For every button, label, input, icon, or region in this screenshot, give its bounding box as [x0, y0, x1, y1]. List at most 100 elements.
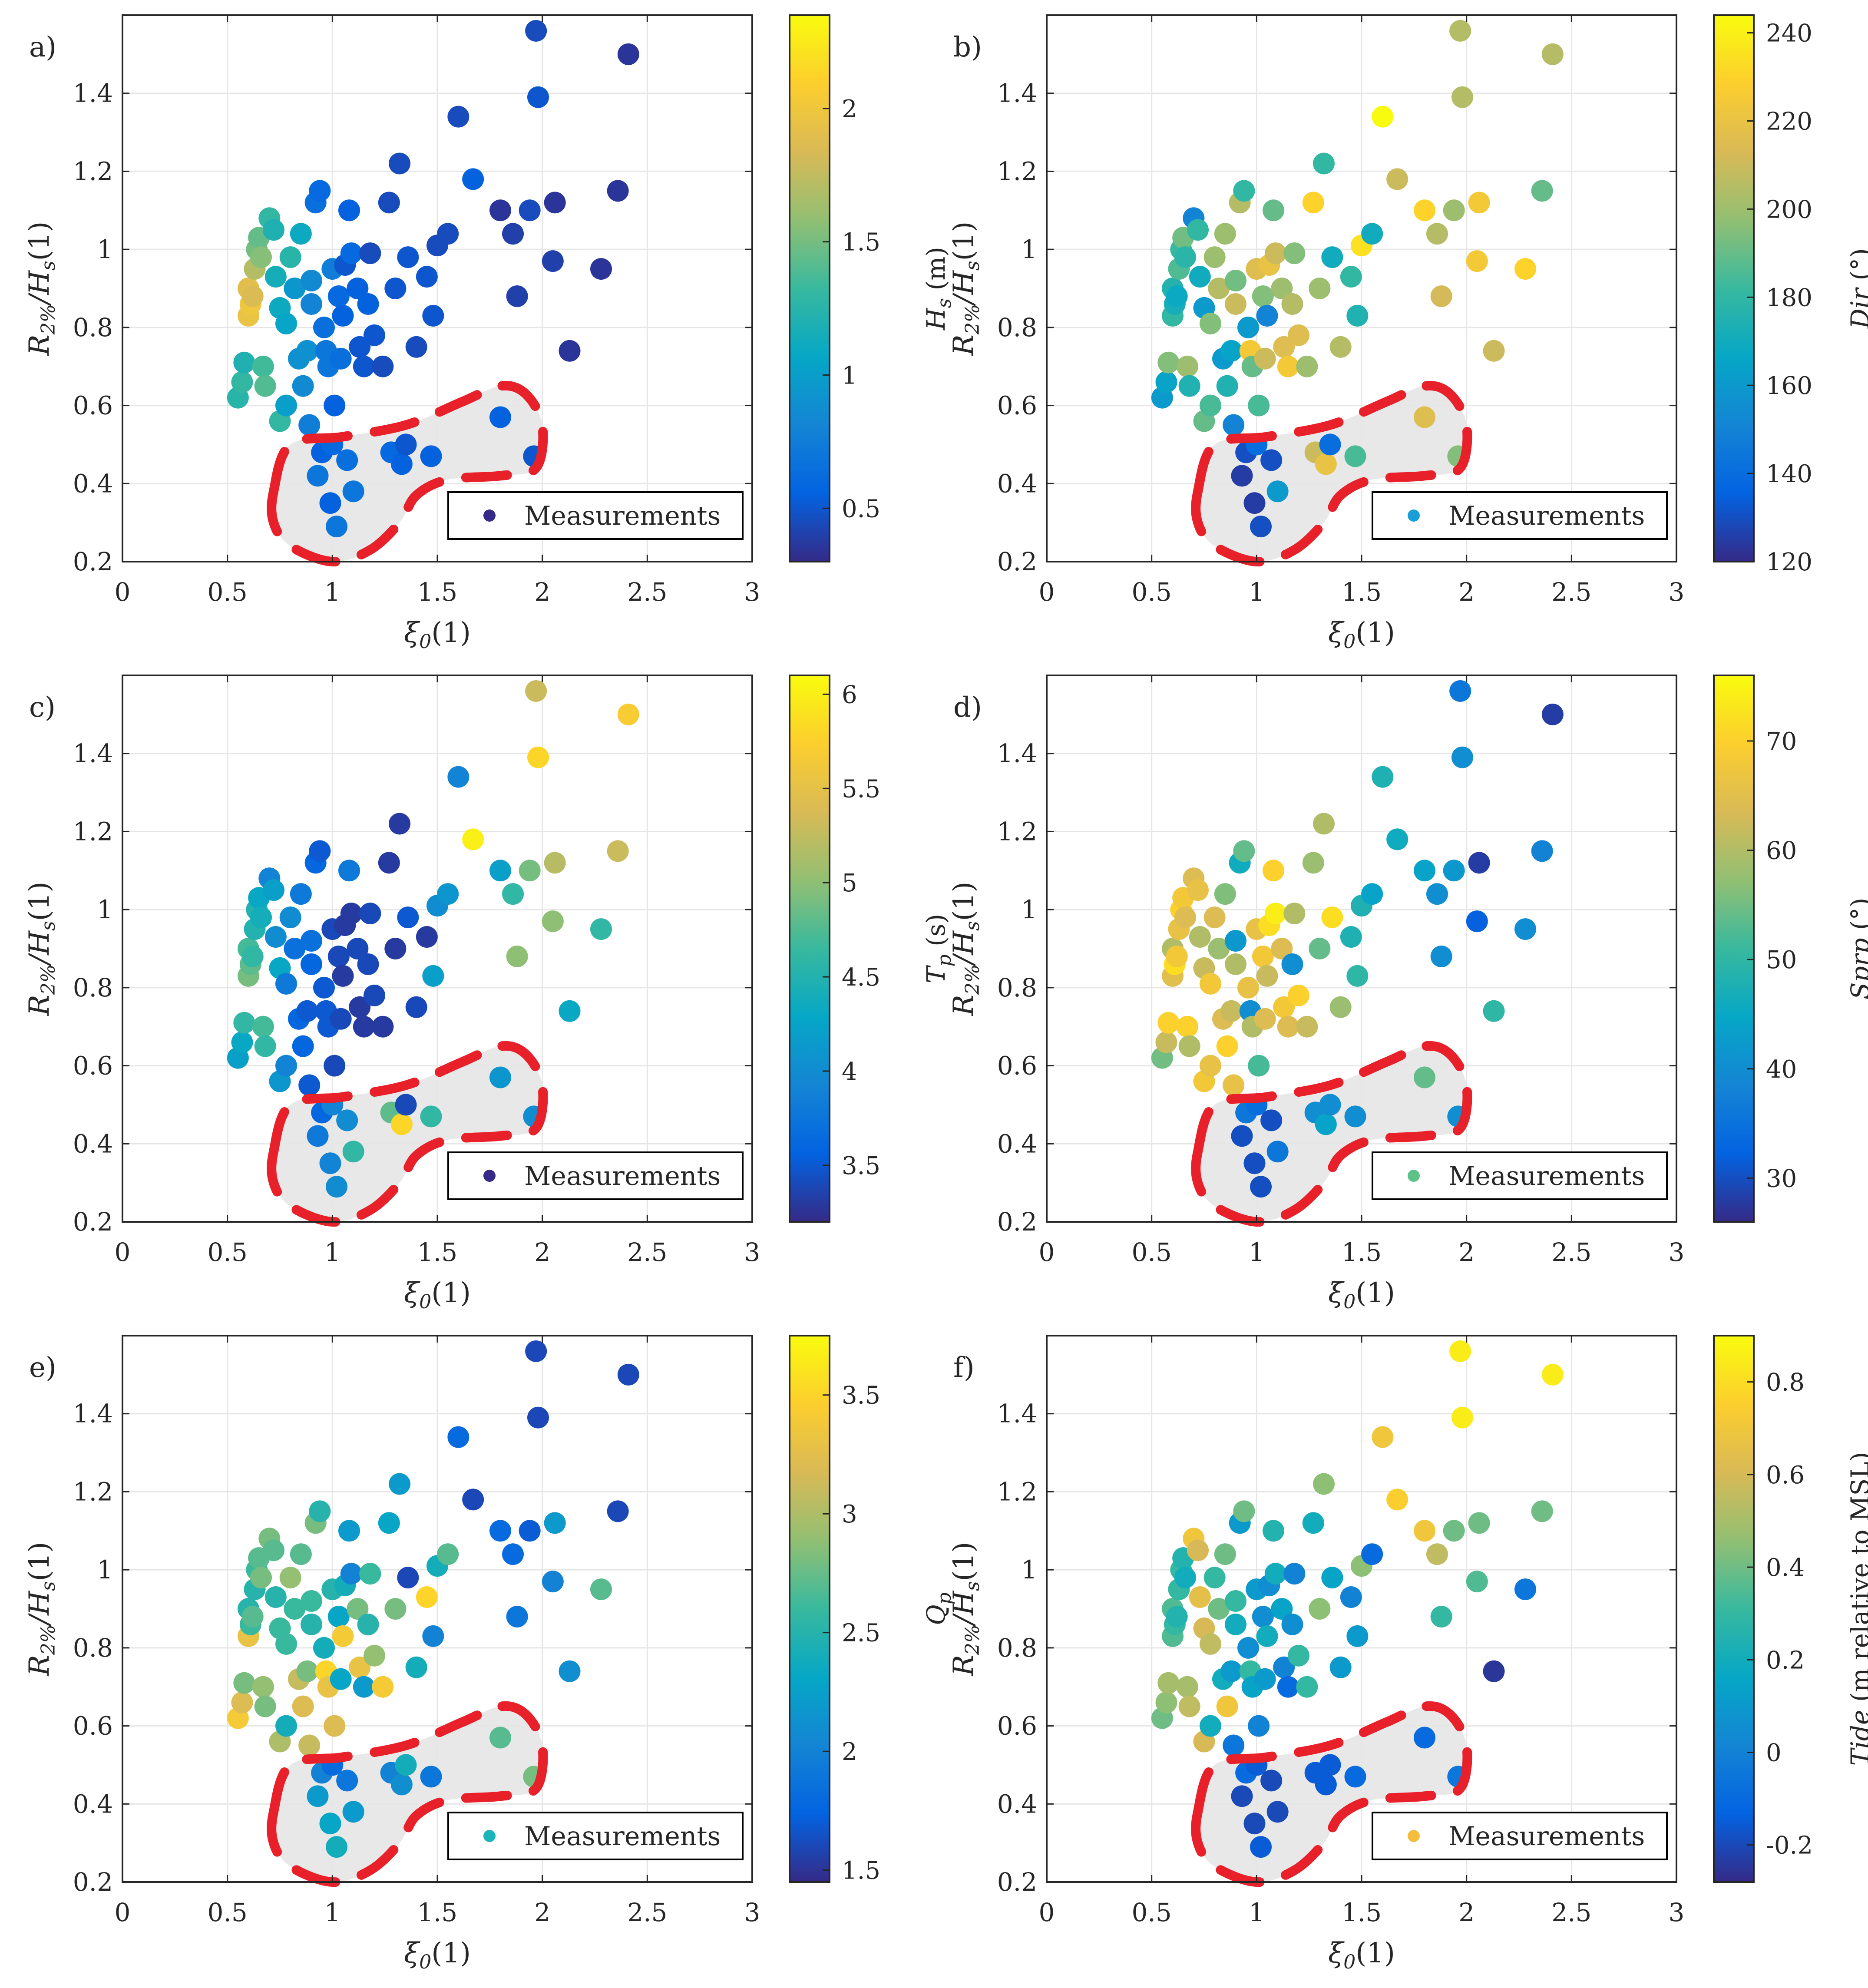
y-tick-label: 1.2 — [997, 1477, 1037, 1506]
data-point — [309, 1500, 331, 1522]
colorbar-tick-label: 180 — [1766, 284, 1812, 312]
colorbar-tick-label: 60 — [1766, 837, 1797, 865]
y-label-sub2: s — [37, 921, 60, 931]
data-point — [326, 516, 347, 538]
data-point — [1321, 906, 1343, 929]
data-point — [1414, 1520, 1435, 1542]
data-point — [390, 453, 413, 475]
y-tick-label: 0.2 — [73, 547, 113, 576]
colorbar-label: Sprp (°) — [1845, 898, 1868, 999]
data-point — [338, 1520, 360, 1542]
colorbar-tick-label: 1 — [842, 361, 857, 390]
data-point — [1203, 1567, 1226, 1589]
data-point — [1361, 223, 1383, 245]
data-point — [525, 1340, 547, 1362]
data-point — [489, 199, 511, 222]
data-point — [241, 285, 264, 307]
data-point — [1214, 1543, 1236, 1565]
data-point — [359, 242, 381, 265]
data-point — [263, 219, 284, 241]
panel-label: f) — [953, 1352, 975, 1384]
x-tick-label: 1.5 — [417, 1237, 457, 1267]
y-axis-label: R2%/Hs(1) — [23, 222, 60, 356]
colorbar-label-tail: (°) — [1845, 248, 1868, 288]
data-point — [1263, 1520, 1284, 1542]
data-point — [1237, 316, 1259, 338]
data-point — [1344, 1766, 1366, 1788]
data-point — [1260, 449, 1283, 471]
data-point — [519, 1520, 541, 1542]
data-point — [338, 199, 360, 222]
data-point — [1277, 355, 1299, 377]
scatter-points — [1151, 1340, 1564, 1858]
x-tick-label: 0.5 — [1132, 577, 1172, 607]
data-point — [231, 371, 253, 393]
data-point — [364, 324, 385, 346]
data-point — [1414, 406, 1435, 428]
data-point — [1414, 1727, 1435, 1749]
data-point — [296, 340, 318, 362]
y-label-sub1: 2% — [37, 964, 60, 995]
y-tick-label: 0.2 — [997, 1207, 1037, 1237]
scatter-panel-a: a)0 0.5 1 1.5 2 2.5 30.20.40.60.811.21.4ξ0(1)R… — [23, 14, 955, 653]
data-point — [378, 852, 400, 874]
legend-marker — [483, 509, 496, 522]
y-label-tail: (1) — [23, 1542, 56, 1581]
colorbar-tick-label: 3 — [842, 1500, 857, 1528]
data-point — [1166, 945, 1188, 967]
colorbar-tick-label: 0.4 — [1766, 1554, 1805, 1582]
y-tick-label: 0.2 — [997, 547, 1037, 576]
panel-label: e) — [29, 1352, 56, 1384]
x-tick-label: 2.5 — [1551, 577, 1591, 607]
data-point — [241, 945, 264, 967]
data-point — [1344, 445, 1366, 467]
data-point — [250, 1567, 272, 1589]
data-point — [397, 1567, 419, 1589]
data-point — [502, 223, 524, 245]
data-point — [590, 918, 612, 940]
data-point — [1178, 1695, 1200, 1717]
data-point — [1264, 242, 1286, 265]
data-point — [1309, 938, 1331, 959]
y-tick-label: 0.4 — [997, 1789, 1037, 1819]
data-point — [309, 840, 331, 862]
x-label-main: ξ — [404, 617, 420, 649]
data-point — [542, 1571, 564, 1593]
data-point — [1200, 394, 1221, 417]
data-point — [1449, 680, 1471, 702]
data-point — [324, 1055, 346, 1077]
data-point — [1319, 1754, 1341, 1776]
y-label-sub2: s — [962, 261, 984, 271]
colorbar-label-tail: (°) — [1845, 898, 1868, 938]
y-tick-label: 0.4 — [73, 1129, 113, 1158]
data-point — [1216, 375, 1238, 397]
colorbar-tick-label: -0.2 — [1766, 1832, 1813, 1860]
legend: Measurements — [1372, 491, 1668, 540]
data-point — [330, 1008, 352, 1030]
legend-label: Measurements — [524, 501, 721, 531]
data-point — [437, 1543, 459, 1565]
x-tick-label: 0 — [115, 1898, 131, 1927]
data-point — [1233, 1500, 1255, 1522]
y-label-tail: (1) — [23, 882, 56, 921]
data-point — [1189, 266, 1211, 288]
x-tick-label: 0.5 — [1132, 1237, 1172, 1267]
data-point — [420, 445, 442, 467]
data-point — [607, 180, 629, 202]
y-label-mid: /H — [948, 270, 980, 307]
data-point — [1231, 465, 1253, 487]
colorbar-tick-label: 220 — [1766, 107, 1812, 136]
data-point — [1483, 1660, 1505, 1682]
data-point — [395, 433, 417, 456]
data-point — [1277, 1016, 1299, 1038]
colorbar-label-main: Sprp — [1845, 938, 1868, 999]
data-point — [252, 355, 274, 377]
data-point — [1313, 813, 1335, 835]
data-point — [319, 1152, 341, 1174]
x-label-main: ξ — [1328, 617, 1345, 649]
data-point — [1243, 492, 1266, 514]
data-point — [1329, 1656, 1352, 1678]
x-axis-label: ξ0(1) — [404, 1937, 471, 1973]
colorbar-label-main: Tide — [1845, 1710, 1868, 1766]
colorbar-tick-label: 1.5 — [842, 1857, 880, 1885]
